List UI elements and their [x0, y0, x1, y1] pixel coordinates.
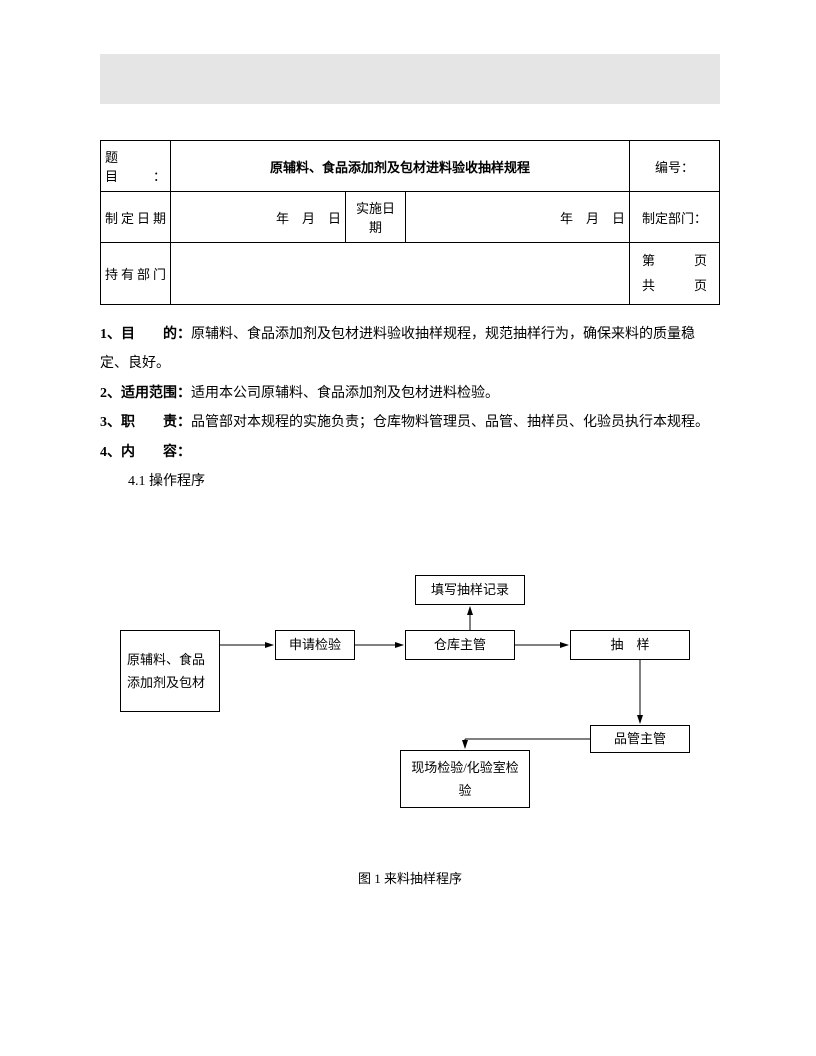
section-1-label: 1、目 的：: [100, 327, 191, 342]
impl-date-value: 年 月 日: [406, 192, 630, 243]
flow-node-apply: 申请检验: [275, 630, 355, 660]
section-3-label: 3、职 责：: [100, 415, 191, 430]
doc-number-label: 编号：: [630, 141, 720, 192]
section-3-text: 品管部对本规程的实施负责；仓库物料管理员、品管、抽样员、化验员执行本规程。: [191, 415, 709, 430]
page-total: 共 页: [634, 274, 715, 299]
page-current: 第 页: [634, 249, 715, 274]
title-label: 题 目：: [101, 141, 171, 192]
page-info: 第 页 共 页: [630, 243, 720, 305]
body-content: 1、目 的：原辅料、食品添加剂及包材进料验收抽样规程，规范抽样行为，确保来料的质…: [100, 320, 720, 496]
header-banner: [100, 54, 720, 104]
section-3: 3、职 责：品管部对本规程的实施负责；仓库物料管理员、品管、抽样员、化验员执行本…: [100, 408, 720, 437]
section-2: 2、适用范围：适用本公司原辅料、食品添加剂及包材进料检验。: [100, 379, 720, 408]
flow-node-record: 填写抽样记录: [415, 575, 525, 605]
holder-dept-label: 持有部门: [101, 243, 171, 305]
impl-date-label: 实施日期: [346, 192, 406, 243]
document-header-table: 题 目： 原辅料、食品添加剂及包材进料验收抽样规程 编号： 制定日期 年 月 日…: [100, 140, 720, 305]
section-2-text: 适用本公司原辅料、食品添加剂及包材进料检验。: [191, 386, 499, 401]
section-4-label: 4、内 容：: [100, 445, 191, 460]
flow-node-inspection: 现场检验/化验室检验: [400, 750, 530, 808]
section-1: 1、目 的：原辅料、食品添加剂及包材进料验收抽样规程，规范抽样行为，确保来料的质…: [100, 320, 720, 379]
section-2-label: 2、适用范围：: [100, 386, 191, 401]
section-4: 4、内 容：: [100, 438, 720, 467]
flow-node-qc-lead: 品管主管: [590, 725, 690, 753]
flowchart-container: 原辅料、食品添加剂及包材 申请检验 仓库主管 抽 样 填写抽样记录 品管主管 现…: [100, 570, 720, 850]
flowchart-caption: 图 1 来料抽样程序: [100, 868, 720, 887]
document-title: 原辅料、食品添加剂及包材进料验收抽样规程: [171, 141, 630, 192]
flow-node-materials: 原辅料、食品添加剂及包材: [120, 630, 220, 712]
make-date-label: 制定日期: [101, 192, 171, 243]
flow-node-warehouse-lead: 仓库主管: [405, 630, 515, 660]
section-4-1: 4.1 操作程序: [100, 467, 720, 496]
flow-node-sampling: 抽 样: [570, 630, 690, 660]
make-date-value: 年 月 日: [171, 192, 346, 243]
make-dept-label: 制定部门：: [630, 192, 720, 243]
holder-dept-value: [171, 243, 630, 305]
